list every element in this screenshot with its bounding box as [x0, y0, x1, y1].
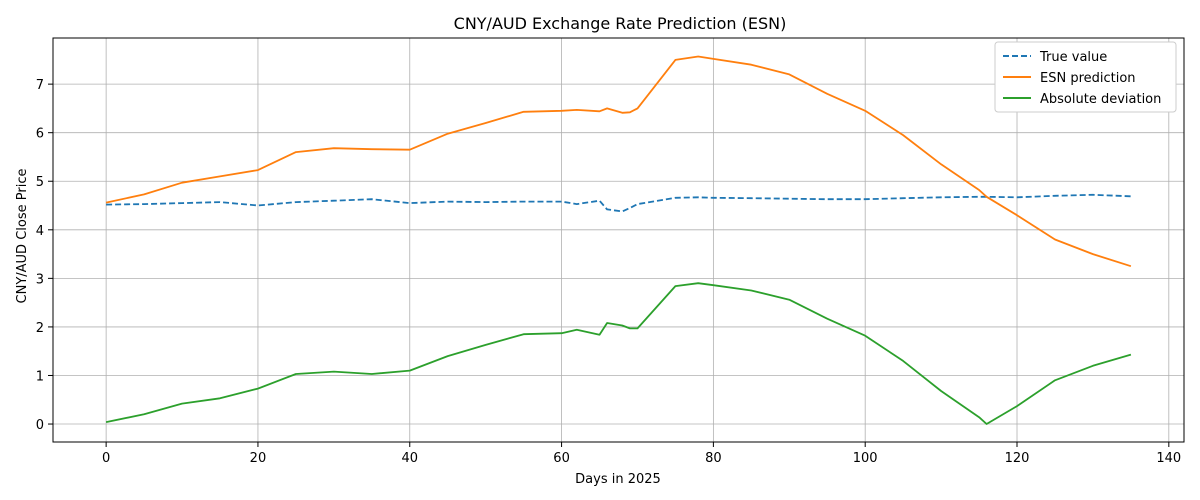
x-axis-title: Days in 2025: [575, 472, 661, 487]
plot-frame: [52, 37, 1185, 443]
x-tick-label: 120: [1005, 451, 1030, 466]
y-axis: 0 1 2 3 4 5 6 7: [36, 78, 53, 433]
chart-title: CNY/AUD Exchange Rate Prediction (ESN): [454, 14, 787, 33]
x-tick-label: 100: [853, 451, 878, 466]
y-tick-label: 5: [36, 175, 44, 190]
grid: [53, 38, 1184, 442]
y-tick-label: 0: [36, 418, 44, 433]
y-axis-title: CNY/AUD Close Price: [15, 169, 30, 304]
legend-label-esn-prediction: ESN prediction: [1040, 71, 1136, 86]
series-line-esn-prediction: [105, 55, 1132, 268]
legend-label-true-value: True value: [1039, 50, 1107, 65]
x-tick-label: 140: [1156, 451, 1181, 466]
y-tick-label: 3: [36, 272, 44, 287]
legend-label-absolute-deviation: Absolute deviation: [1040, 92, 1161, 107]
y-tick-label: 4: [36, 224, 44, 239]
legend: True value ESN prediction Absolute devia…: [994, 41, 1177, 113]
y-tick-label: 2: [36, 321, 44, 336]
y-tick-label: 1: [36, 369, 44, 384]
series-line-true-value: [106, 193, 1131, 213]
y-tick-label: 6: [36, 127, 44, 142]
x-axis: 0 20 40 60 80 100 120 140: [102, 442, 1181, 466]
x-tick-label: 40: [401, 451, 418, 466]
x-tick-label: 60: [553, 451, 570, 466]
x-tick-label: 0: [102, 451, 110, 466]
legend-box: [994, 41, 1177, 113]
x-tick-label: 80: [705, 451, 722, 466]
x-tick-label: 20: [250, 451, 267, 466]
series-layer: [105, 55, 1132, 425]
y-tick-label: 7: [36, 78, 44, 93]
series-line-absolute-deviation: [105, 282, 1132, 425]
